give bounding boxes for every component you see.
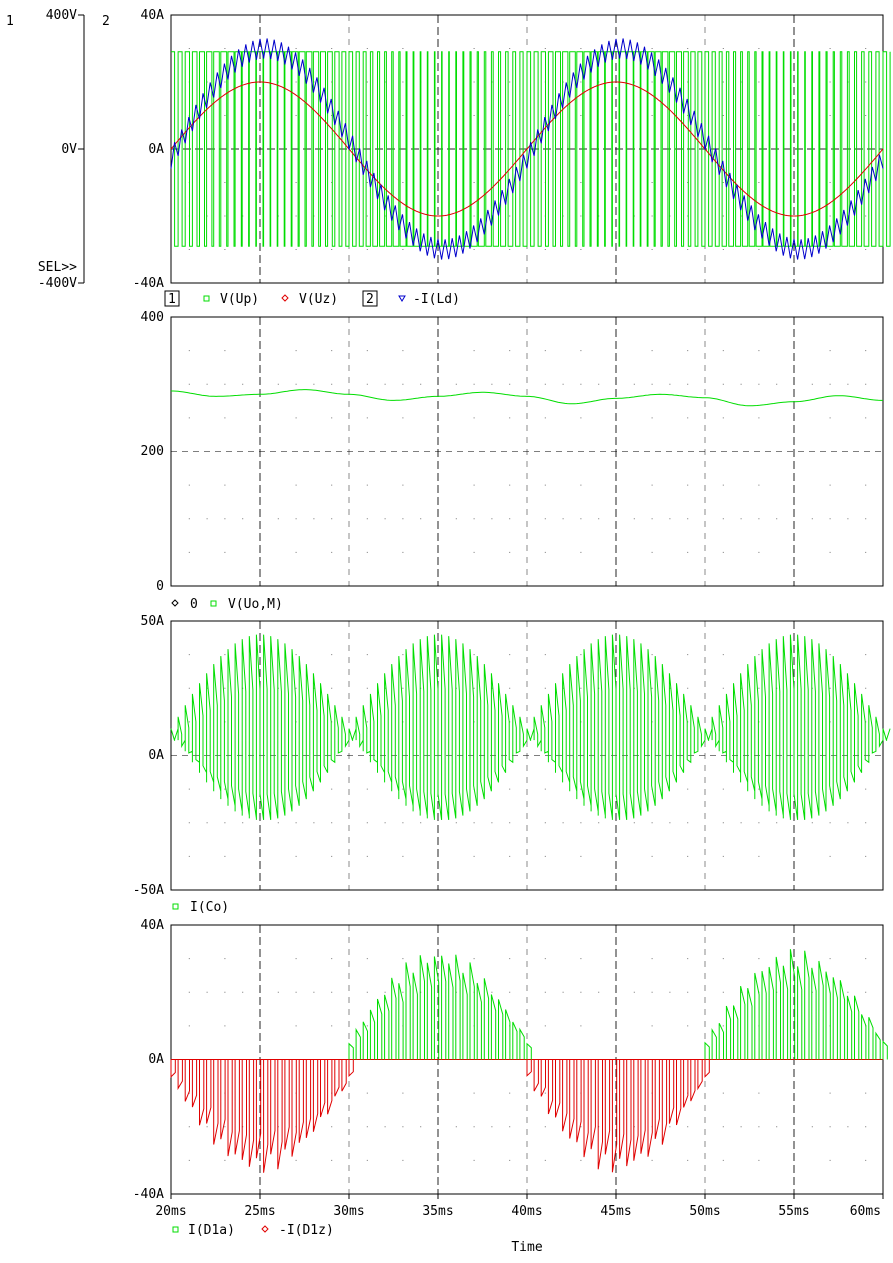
tick-label: 0A <box>148 1052 164 1067</box>
tick-label: -40A <box>133 276 164 291</box>
x-tick-label: 35ms <box>422 1204 453 1219</box>
legend-panel-3: I(Co) <box>172 900 229 915</box>
grid-dots <box>188 350 867 553</box>
axis-1-id: 1 <box>6 14 14 29</box>
tick-label: 40A <box>141 918 165 933</box>
tick-label: -40A <box>133 1187 164 1202</box>
legend-entry: -I(D1z) <box>279 1223 334 1238</box>
tick-label: 0A <box>148 748 164 763</box>
legend-square-marker <box>172 903 179 910</box>
tick-label: 0A <box>148 142 164 157</box>
x-tick-label: 45ms <box>600 1204 631 1219</box>
legend-entry: V(Up) <box>220 292 259 307</box>
legend-panel-4: I(D1a) -I(D1z) <box>172 1223 334 1238</box>
series-group <box>170 634 891 820</box>
series-i-d1a <box>348 949 888 1060</box>
legend-entry: I(Co) <box>190 900 229 915</box>
legend-square-marker <box>172 1226 179 1233</box>
x-tick-label: 60ms <box>850 1204 881 1219</box>
x-tick-label: 50ms <box>689 1204 720 1219</box>
legend-diamond-marker <box>171 599 179 607</box>
x-axis-title: Time <box>511 1240 542 1255</box>
legend-diamond-marker <box>281 294 289 302</box>
series-v-uz <box>170 81 884 217</box>
series-i-co <box>170 634 891 820</box>
tick-label: 0 <box>156 579 164 594</box>
x-tick-label: 55ms <box>778 1204 809 1219</box>
legend-square-marker <box>210 600 217 607</box>
x-tick-label: 30ms <box>333 1204 364 1219</box>
legend-panel-1: 1 V(Up) V(Uz) 2 -I(Ld) <box>164 290 460 307</box>
series-v-up <box>171 51 891 247</box>
tick-label: -50A <box>133 883 164 898</box>
panel-3[interactable]: 50A 0A -50A <box>133 614 891 898</box>
x-axis: 20ms 25ms 30ms 35ms 40ms 45ms 50ms 55ms 60ms <box>155 1194 884 1219</box>
legend-triangle-marker <box>398 295 406 302</box>
series-v-uo-m <box>171 389 883 407</box>
series-i-d1z <box>170 1059 710 1173</box>
x-tick-label: 20ms <box>155 1204 186 1219</box>
tick-label: 40A <box>141 8 165 23</box>
tick-label: 400 <box>141 310 164 325</box>
grid <box>171 317 883 586</box>
sel-marker: SEL>> <box>38 260 77 275</box>
series-group <box>170 949 888 1173</box>
series-i-ld <box>170 38 884 260</box>
panel-1[interactable]: 40A 0A -40A <box>133 8 891 291</box>
x-tick-label: 40ms <box>511 1204 542 1219</box>
legend-panel-2: 0 V(Uo,M) <box>171 597 283 612</box>
legend-entry: I(D1a) <box>188 1223 235 1238</box>
tick-label: 400V <box>46 8 77 23</box>
legend-diamond-marker <box>261 1225 269 1233</box>
legend-square-marker <box>203 295 210 302</box>
legend-entry: V(Uo,M) <box>228 597 283 612</box>
tick-label: 200 <box>141 444 164 459</box>
panel-4[interactable]: 40A 0A -40A <box>133 918 888 1202</box>
axis-2-id: 2 <box>102 14 110 29</box>
tick-label: 50A <box>141 614 165 629</box>
tick-label: -400V <box>38 276 77 291</box>
tick-label: 0V <box>61 142 77 157</box>
panel-1-voltage-axis[interactable]: 400V 0V SEL>> -400V <box>38 8 85 291</box>
legend-entry: V(Uz) <box>299 292 338 307</box>
legend-entry: 0 <box>190 597 198 612</box>
legend-entry: -I(Ld) <box>413 292 460 307</box>
series-group <box>171 389 883 407</box>
x-tick-label: 25ms <box>244 1204 275 1219</box>
legend-axis-box: 2 <box>366 292 374 307</box>
legend-axis-box: 1 <box>168 292 176 307</box>
panel-2[interactable]: 400 200 0 <box>141 310 884 594</box>
series-group <box>170 38 891 260</box>
